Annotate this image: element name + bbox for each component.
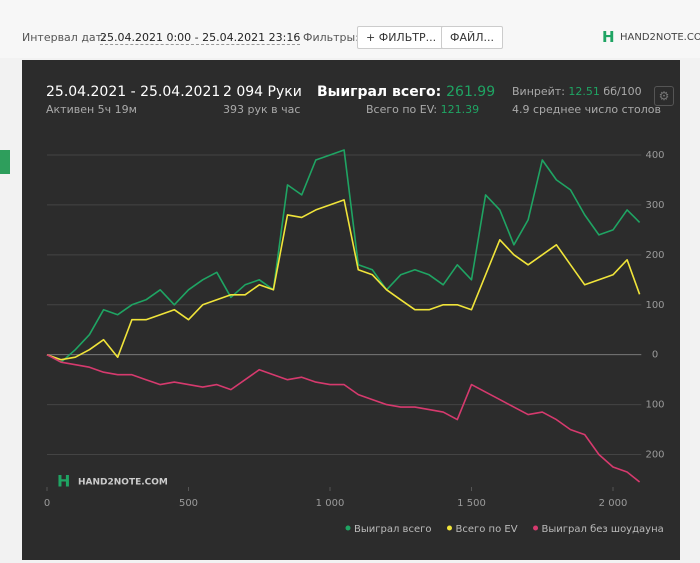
x-tick-label: 2 000 [599, 498, 628, 509]
logo-icon: H [602, 28, 615, 46]
ev-total: Всего по EV: 121.39 [366, 103, 479, 116]
winrate-value: 12.51 [568, 85, 600, 98]
legend-dot [533, 525, 539, 531]
y-tick-label: 300 [645, 200, 664, 211]
date-label: Интервал дат: [22, 31, 106, 44]
series-line [46, 149, 641, 363]
ev-value: 121.39 [440, 103, 480, 116]
watermark-icon: H [57, 472, 70, 491]
ev-label: Всего по EV: [366, 103, 438, 116]
y-tick-label: 100 [645, 300, 664, 311]
series-line [46, 353, 641, 483]
x-tick-label: 0 [44, 498, 50, 509]
period: 25.04.2021 - 25.04.2021 [46, 84, 221, 100]
won-label: Выиграл всего: [317, 84, 442, 100]
active-time: Активен 5ч 19м [46, 103, 137, 116]
date-range[interactable]: 25.04.2021 0:00 - 25.04.2021 23:16 [100, 31, 301, 45]
winrate: Винрейт: 12.51 бб/100 [512, 85, 642, 98]
legend-dot [345, 525, 351, 531]
legend-label: Выиграл всего [354, 524, 431, 535]
y-tick-label: 100 [645, 400, 664, 411]
y-tick-label: 200 [645, 450, 664, 461]
filter-button[interactable]: + ФИЛЬТР... [357, 26, 446, 49]
legend-label: Всего по EV [455, 524, 517, 535]
filter-button-text: ФИЛЬТР... [378, 31, 437, 44]
y-tick-label: 400 [645, 150, 664, 161]
x-tick-label: 500 [179, 498, 198, 509]
stats-panel: 25.04.2021 - 25.04.2021 Активен 5ч 19м 2… [22, 60, 680, 560]
logo: HAND2NOTE.COM [620, 32, 700, 43]
won-total: Выиграл всего: 261.99 [317, 84, 495, 100]
avg-tables: 4.9 среднее число столов [512, 103, 661, 116]
file-button[interactable]: ФАЙЛ... [441, 26, 503, 49]
settings-button[interactable]: ⚙ [654, 86, 674, 106]
sidebar-marker [0, 150, 10, 174]
x-tick-label: 1 000 [316, 498, 345, 509]
series-line [46, 199, 641, 361]
y-tick-label: 200 [645, 250, 664, 261]
y-tick-label: 0 [652, 350, 658, 361]
legend-dot [446, 525, 452, 531]
legend-label: Выиграл без шоудауна [542, 524, 664, 535]
filters-label: Фильтры: [303, 31, 359, 44]
won-value: 261.99 [446, 84, 496, 100]
winrate-unit: бб/100 [603, 85, 642, 98]
hands-per-hour: 393 рук в час [223, 103, 301, 116]
hands: 2 094 Руки [223, 84, 302, 100]
x-tick-label: 1 500 [457, 498, 486, 509]
watermark: HAND2NOTE.COM [78, 478, 168, 488]
winrate-label: Винрейт: [512, 85, 565, 98]
toolbar: Интервал дат: 25.04.2021 0:00 - 25.04.20… [0, 0, 700, 58]
